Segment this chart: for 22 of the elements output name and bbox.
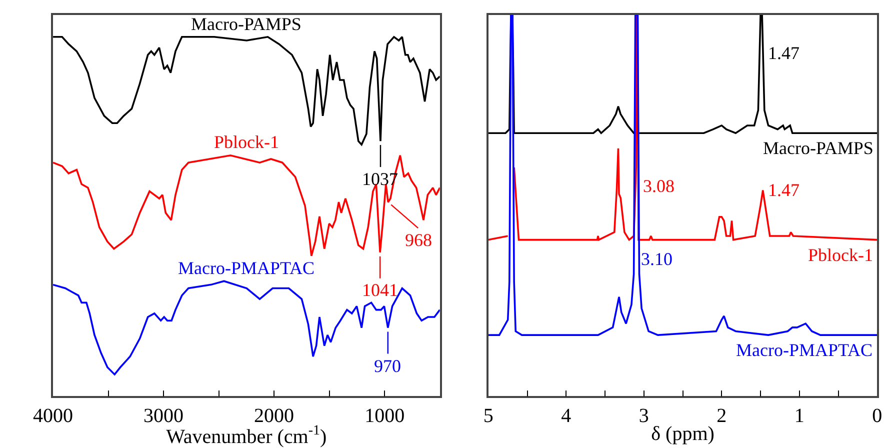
annotation: 970 (374, 356, 401, 376)
annotation: 1041 (362, 280, 398, 300)
x-axis-title: δ (ppm) (651, 422, 714, 445)
series-label: Macro-PAMPS (763, 138, 874, 158)
x-tick-label: 1000 (364, 404, 405, 427)
x-tick-label: 3 (638, 404, 649, 427)
annotation: 3.10 (641, 249, 672, 269)
annotation: 968 (405, 230, 432, 250)
x-tick-label: 0 (872, 404, 882, 427)
x-tick-label: 2 (716, 404, 727, 427)
series-label: Pblock-1 (808, 245, 873, 265)
series-label: Macro-PMAPTAC (736, 340, 873, 360)
annotation: 1.47 (768, 43, 800, 63)
x-tick-label: 4 (561, 404, 572, 427)
series-label: Macro-PMAPTAC (178, 258, 315, 278)
series-label: Macro-PAMPS (191, 14, 302, 34)
annotation: 3.08 (643, 176, 674, 196)
x-tick-label: 4000 (33, 404, 74, 427)
annotation: 1.47 (768, 180, 800, 200)
series-label: Pblock-1 (214, 132, 279, 152)
x-tick-label: 1 (794, 404, 804, 427)
x-tick-label: 5 (483, 404, 494, 427)
